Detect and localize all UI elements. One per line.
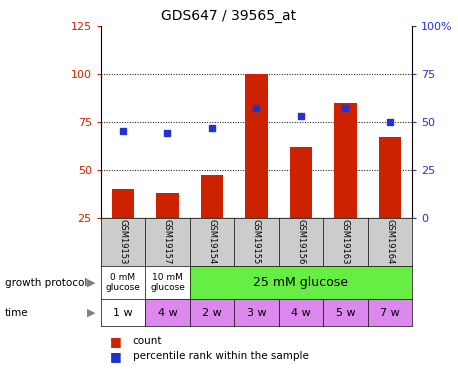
Text: 3 w: 3 w [247,308,266,318]
Text: 7 w: 7 w [380,308,400,318]
Text: GSM19154: GSM19154 [207,219,217,265]
Text: 0 mM
glucose: 0 mM glucose [105,273,141,292]
Text: growth protocol: growth protocol [5,278,87,288]
Text: 2 w: 2 w [202,308,222,318]
Text: GSM19157: GSM19157 [163,219,172,265]
Bar [201,176,223,217]
Text: GSM19155: GSM19155 [252,219,261,265]
Bar [290,147,312,218]
Text: GSM19163: GSM19163 [341,219,350,265]
Text: 25 mM glucose: 25 mM glucose [253,276,349,289]
Text: 4 w: 4 w [158,308,177,318]
Text: ■: ■ [110,335,122,348]
Text: 10 mM
glucose: 10 mM glucose [150,273,185,292]
Text: GSM19164: GSM19164 [386,219,394,265]
Bar [334,103,357,218]
Text: GSM19156: GSM19156 [296,219,305,265]
Text: time: time [5,308,28,318]
Text: GSM19153: GSM19153 [119,219,127,265]
Text: 1 w: 1 w [113,308,133,318]
Text: GDS647 / 39565_at: GDS647 / 39565_at [161,9,297,23]
Text: ▶: ▶ [87,308,96,318]
Text: count: count [133,336,162,346]
Text: 4 w: 4 w [291,308,311,318]
Text: percentile rank within the sample: percentile rank within the sample [133,351,309,361]
Text: ■: ■ [110,350,122,363]
Bar [112,189,134,217]
Text: 5 w: 5 w [336,308,355,318]
Bar [245,74,267,217]
Bar [156,193,179,217]
Bar [379,137,401,218]
Text: ▶: ▶ [87,278,96,288]
